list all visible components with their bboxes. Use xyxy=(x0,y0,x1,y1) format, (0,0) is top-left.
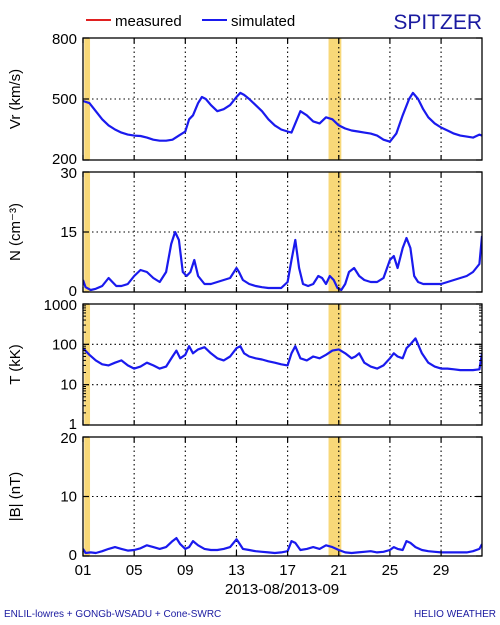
gridlines xyxy=(83,38,482,556)
y-axis-label-2: T (kK) xyxy=(7,344,24,385)
x-axis-label: 2013-08/2013-09 xyxy=(225,581,339,598)
series-line-1-0 xyxy=(83,230,482,292)
footer-right: HELIO WEATHER xyxy=(414,609,496,620)
x-tick-label-6: 25 xyxy=(382,562,399,579)
x-tick-label-0: 01 xyxy=(75,562,92,579)
y-tick-label-1-1: 15 xyxy=(60,224,77,241)
series-layer xyxy=(83,91,482,555)
x-tick-label-2: 09 xyxy=(177,562,194,579)
x-tick-label-7: 29 xyxy=(433,562,450,579)
x-tick-label-1: 05 xyxy=(126,562,143,579)
panel-frames xyxy=(82,37,483,557)
panel-frame-2 xyxy=(82,303,483,426)
y-tick-label-3-0: 0 xyxy=(69,547,77,564)
legend-simulated-label: simulated xyxy=(231,13,295,30)
y-tick-label-2-3: 1000 xyxy=(44,297,77,314)
y-axis-label-0: Vr (km/s) xyxy=(7,69,24,129)
highlight-band-2-1 xyxy=(328,304,342,425)
chart-title: SPITZER xyxy=(393,11,482,34)
series-line-0-0 xyxy=(83,91,482,143)
highlight-bands xyxy=(84,38,342,556)
y-tick-label-3-2: 20 xyxy=(60,430,77,447)
y-axis-label-1: N (cm⁻³) xyxy=(7,203,24,261)
legend: measured simulated xyxy=(86,13,295,30)
x-tick-label-4: 17 xyxy=(279,562,296,579)
x-tick-label-3: 13 xyxy=(228,562,245,579)
y-tick-label-3-1: 10 xyxy=(60,489,77,506)
legend-measured-label: measured xyxy=(115,13,182,30)
x-tick-label-5: 21 xyxy=(330,562,347,579)
series-line-2-0 xyxy=(83,337,482,372)
y-tick-label-1-2: 30 xyxy=(60,165,77,182)
y-tick-label-2-1: 10 xyxy=(60,377,77,394)
series-line-3-0 xyxy=(83,537,482,555)
y-axis-label-3: |B| (nT) xyxy=(7,472,24,521)
highlight-band-2-0 xyxy=(84,304,91,425)
highlight-band-0-1 xyxy=(328,38,342,160)
footer-left: ENLIL-lowres + GONGb-WSADU + Cone-SWRC xyxy=(4,609,221,620)
y-tick-label-0-1: 500 xyxy=(52,91,77,108)
y-tick-label-1-0: 0 xyxy=(69,283,77,300)
highlight-band-1-1 xyxy=(328,172,342,292)
highlight-band-3-1 xyxy=(328,437,342,556)
y-tick-label-0-0: 200 xyxy=(52,151,77,168)
y-tick-label-2-2: 100 xyxy=(52,336,77,353)
y-tick-label-0-2: 800 xyxy=(52,31,77,48)
y-tick-label-2-0: 1 xyxy=(69,416,77,433)
